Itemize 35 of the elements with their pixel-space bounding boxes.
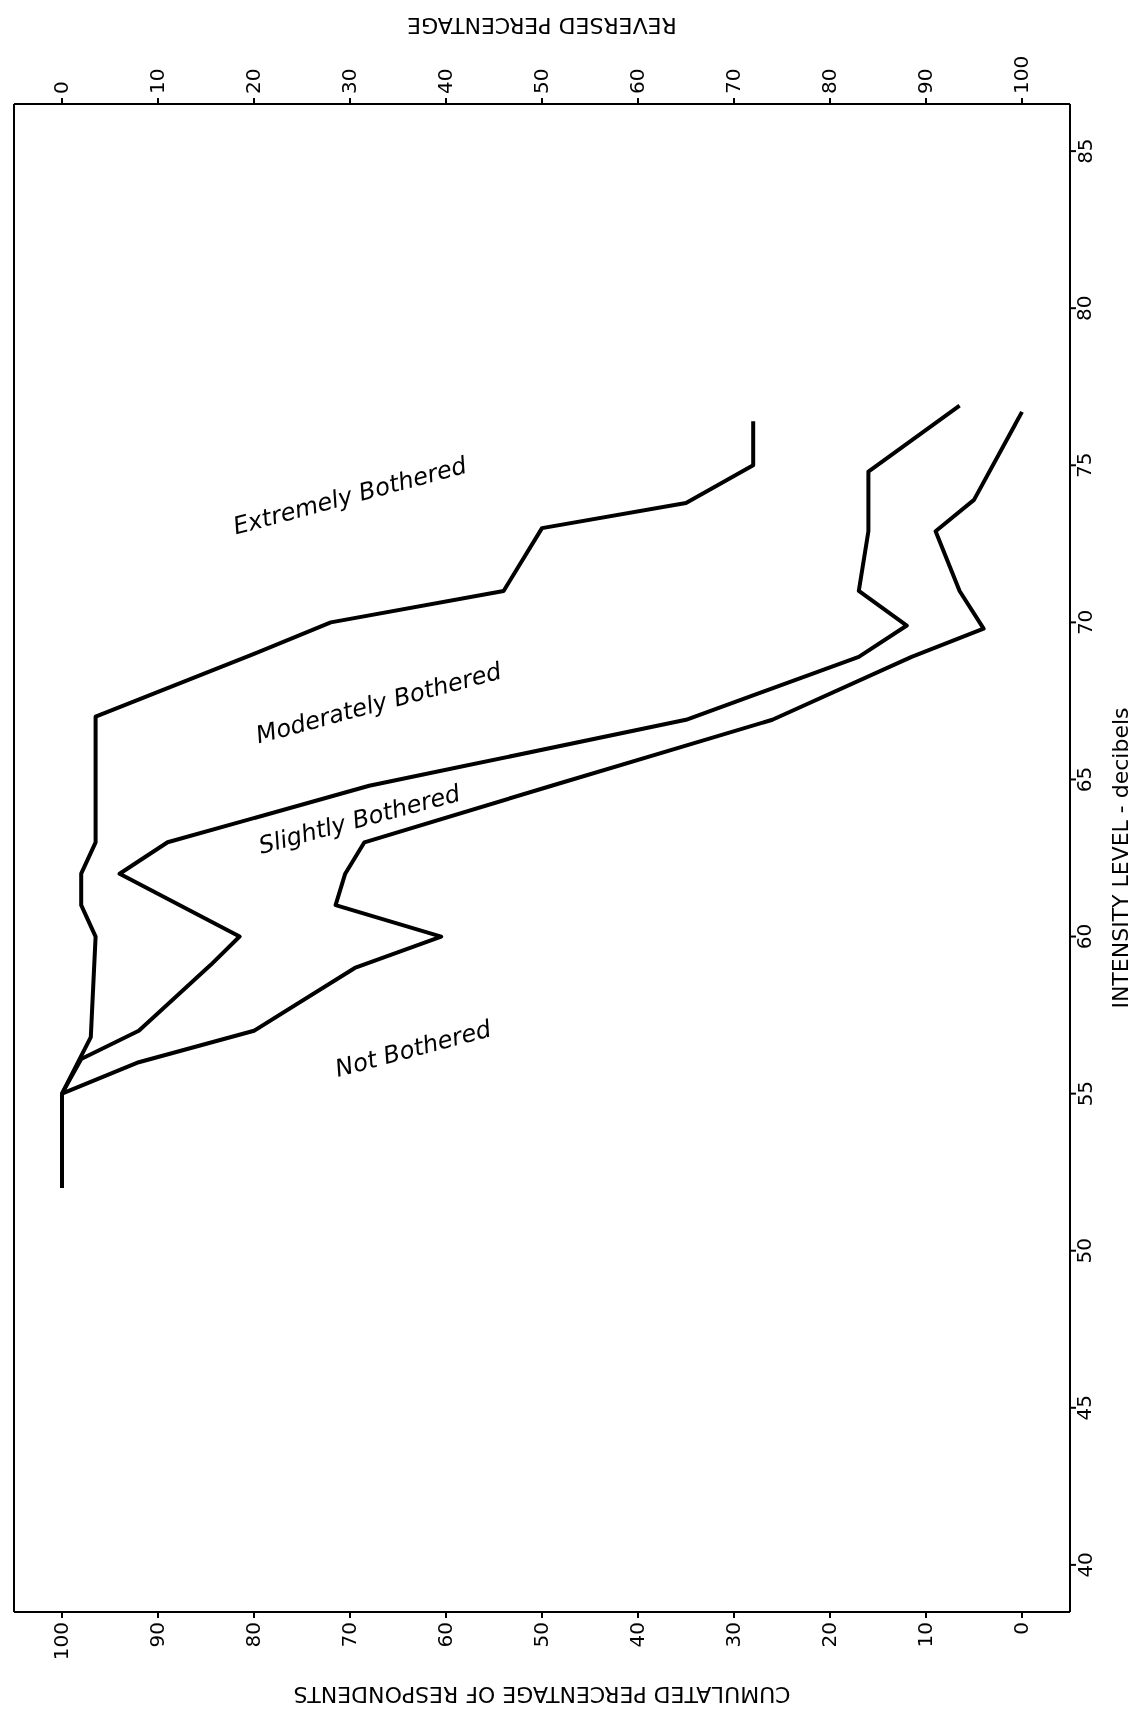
x2-tick-label: 60	[624, 68, 649, 94]
x-tick-label: 60	[432, 1622, 457, 1648]
x-tick-label: 10	[912, 1622, 937, 1648]
x-tick-label: 90	[144, 1622, 169, 1648]
y-tick-label: 70	[1072, 609, 1097, 636]
x-axis-title: CUMULATED PERCENTAGE OF RESPONDENTS	[293, 1682, 791, 1707]
x-tick-label: 100	[48, 1622, 73, 1661]
x-tick-label: 30	[720, 1622, 745, 1648]
x2-tick-label: 0	[48, 81, 73, 94]
y-tick-label: 40	[1072, 1552, 1097, 1578]
x2-tick-label: 20	[240, 68, 265, 94]
x-tick-label: 50	[528, 1622, 553, 1648]
x2-tick-label: 100	[1008, 55, 1033, 94]
y-tick-label: 80	[1072, 295, 1097, 321]
x2-tick-label: 10	[144, 68, 169, 94]
x-tick-label: 40	[624, 1622, 649, 1648]
y-tick-label: 55	[1072, 1080, 1097, 1107]
x-tick-label: 70	[336, 1622, 361, 1648]
x-tick-label: 20	[816, 1622, 841, 1648]
y-tick-label: 75	[1072, 452, 1097, 479]
x2-tick-label: 40	[432, 68, 457, 94]
x2-tick-label: 80	[816, 68, 841, 94]
y-tick-label: 65	[1072, 766, 1097, 793]
y-tick-label: 50	[1072, 1237, 1097, 1264]
x2-tick-label: 50	[528, 68, 553, 94]
y-tick-label: 60	[1072, 923, 1097, 950]
x-tick-label: 0	[1008, 1622, 1033, 1635]
x2-axis-title: REVERSED PERCENTAGE	[407, 13, 677, 39]
y-tick-label: 45	[1072, 1395, 1097, 1421]
x-tick-label: 80	[240, 1622, 265, 1648]
x2-tick-label: 30	[336, 68, 361, 94]
x2-tick-label: 70	[720, 68, 745, 94]
y-axis-title: INTENSITY LEVEL - decibels	[1107, 707, 1133, 1009]
x2-tick-label: 90	[912, 68, 937, 94]
y-tick-label: 85	[1072, 138, 1097, 164]
